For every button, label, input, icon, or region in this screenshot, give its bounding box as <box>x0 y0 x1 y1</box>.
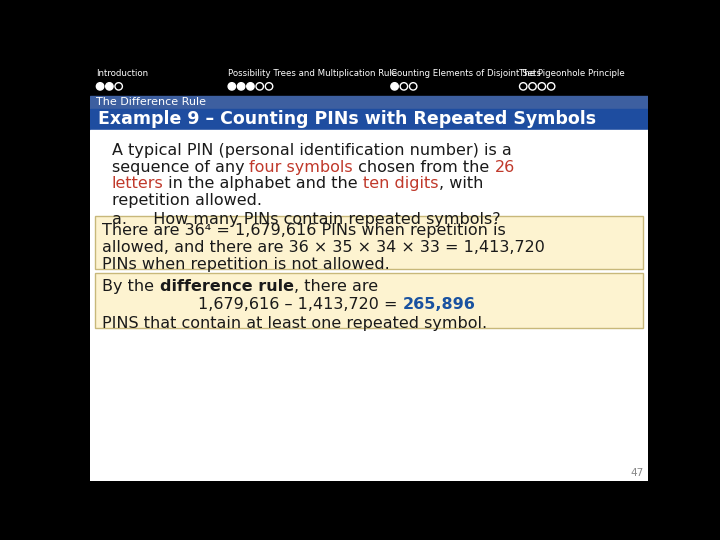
Text: allowed, and there are 36 × 35 × 34 × 33 = 1,413,720: allowed, and there are 36 × 35 × 34 × 33… <box>102 240 545 254</box>
Circle shape <box>400 83 408 90</box>
Text: PINs when repetition is not allowed.: PINs when repetition is not allowed. <box>102 256 390 272</box>
Text: , with: , with <box>438 177 483 192</box>
Text: 1,679,616 – 1,413,720 =: 1,679,616 – 1,413,720 = <box>199 298 403 312</box>
Text: Possibility Trees and Multiplication Rule: Possibility Trees and Multiplication Rul… <box>228 69 397 78</box>
Text: , there are: , there are <box>294 279 378 294</box>
Text: difference rule: difference rule <box>160 279 294 294</box>
Circle shape <box>228 83 235 90</box>
Circle shape <box>410 83 417 90</box>
Bar <box>90 130 648 481</box>
Bar <box>90 109 648 130</box>
Text: 265,896: 265,896 <box>403 298 476 312</box>
Circle shape <box>247 83 254 90</box>
Circle shape <box>528 83 536 90</box>
Circle shape <box>520 83 527 90</box>
Text: four symbols: four symbols <box>249 159 353 174</box>
Text: A typical PIN (personal identification number) is a: A typical PIN (personal identification n… <box>112 143 511 158</box>
Text: 26: 26 <box>495 159 515 174</box>
Circle shape <box>106 83 113 90</box>
Circle shape <box>265 83 273 90</box>
Bar <box>90 65 648 96</box>
Text: chosen from the: chosen from the <box>353 159 495 174</box>
Text: ten digits: ten digits <box>363 177 438 192</box>
Bar <box>90 96 648 109</box>
Text: Introduction: Introduction <box>96 69 148 78</box>
Circle shape <box>115 83 122 90</box>
Bar <box>94 273 644 328</box>
Bar <box>94 217 644 269</box>
Circle shape <box>547 83 555 90</box>
Text: sequence of any: sequence of any <box>112 159 249 174</box>
Text: There are 36⁴ = 1,679,616 PINs when repetition is: There are 36⁴ = 1,679,616 PINs when repe… <box>102 222 506 238</box>
Text: The Pigeonhole Principle: The Pigeonhole Principle <box>519 69 625 78</box>
Circle shape <box>391 83 398 90</box>
Text: Counting Elements of Disjoint Sets: Counting Elements of Disjoint Sets <box>391 69 541 78</box>
Circle shape <box>256 83 264 90</box>
Circle shape <box>96 83 104 90</box>
Circle shape <box>238 83 245 90</box>
Text: The Difference Rule: The Difference Rule <box>96 97 206 107</box>
Text: in the alphabet and the: in the alphabet and the <box>163 177 363 192</box>
Text: Example 9 – Counting PINs with Repeated Symbols: Example 9 – Counting PINs with Repeated … <box>98 111 596 129</box>
Text: letters: letters <box>112 177 163 192</box>
Text: By the: By the <box>102 279 160 294</box>
Text: 47: 47 <box>630 468 644 478</box>
Circle shape <box>538 83 546 90</box>
Text: a.   How many PINs contain repeated symbols?: a. How many PINs contain repeated symbol… <box>112 212 500 227</box>
Text: repetition allowed.: repetition allowed. <box>112 193 261 208</box>
Text: PINS that contain at least one repeated symbol.: PINS that contain at least one repeated … <box>102 316 487 331</box>
